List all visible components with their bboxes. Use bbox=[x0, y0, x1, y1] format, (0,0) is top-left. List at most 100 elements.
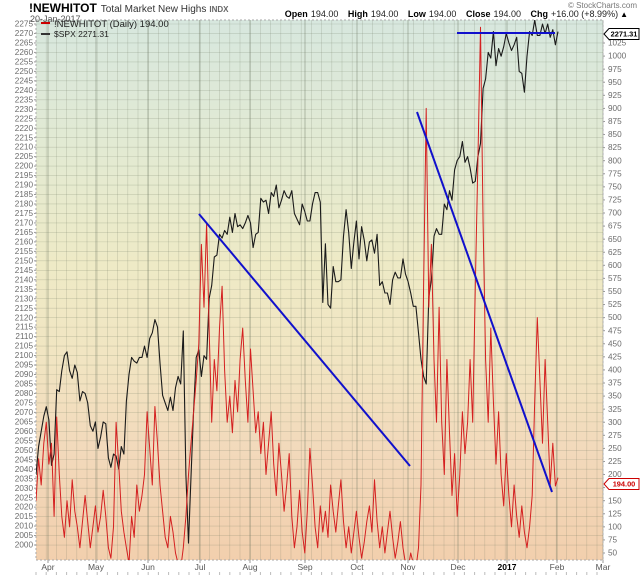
svg-text:1000: 1000 bbox=[608, 52, 627, 61]
left-axis-labels: 2275227022652260225522502245224022352230… bbox=[15, 20, 36, 550]
legend-item-newhitot: !NEWHITOT (Daily) 194.00 bbox=[41, 19, 169, 30]
svg-text:2017: 2017 bbox=[498, 562, 517, 572]
svg-text:2200: 2200 bbox=[15, 162, 34, 171]
svg-text:150: 150 bbox=[608, 496, 622, 505]
svg-text:1025: 1025 bbox=[608, 39, 627, 48]
svg-text:2205: 2205 bbox=[15, 152, 34, 161]
close-value: 194.00 bbox=[493, 9, 521, 19]
price-tag-newhitot: 194.00 bbox=[603, 478, 640, 490]
svg-text:2135: 2135 bbox=[15, 285, 34, 294]
svg-text:750: 750 bbox=[608, 182, 622, 191]
svg-text:2240: 2240 bbox=[15, 86, 34, 95]
svg-text:2180: 2180 bbox=[15, 200, 34, 209]
svg-text:325: 325 bbox=[608, 405, 622, 414]
svg-text:275: 275 bbox=[608, 431, 622, 440]
svg-text:2230: 2230 bbox=[15, 105, 34, 114]
svg-text:2260: 2260 bbox=[15, 48, 34, 57]
plot-border bbox=[35, 19, 604, 561]
svg-text:300: 300 bbox=[608, 418, 622, 427]
svg-text:75: 75 bbox=[608, 536, 618, 545]
close-label: Close bbox=[465, 9, 491, 19]
svg-text:850: 850 bbox=[608, 130, 622, 139]
svg-text:2095: 2095 bbox=[15, 361, 34, 370]
legend-label-spx: $SPX 2271.31 bbox=[54, 29, 109, 39]
svg-text:2275: 2275 bbox=[15, 20, 34, 29]
plot-background bbox=[36, 20, 603, 560]
svg-text:875: 875 bbox=[608, 117, 622, 126]
ohlc-summary-row: Open 194.00 High 194.00 Low 194.00 Close 194… bbox=[278, 9, 628, 19]
svg-text:2075: 2075 bbox=[15, 399, 34, 408]
svg-text:Nov: Nov bbox=[400, 562, 416, 572]
svg-text:2220: 2220 bbox=[15, 124, 34, 133]
svg-text:2250: 2250 bbox=[15, 67, 34, 76]
svg-text:Feb: Feb bbox=[550, 562, 565, 572]
svg-text:2235: 2235 bbox=[15, 95, 34, 104]
svg-text:2255: 2255 bbox=[15, 57, 34, 66]
svg-text:2115: 2115 bbox=[15, 323, 33, 332]
series-line-spx bbox=[36, 20, 559, 544]
legend-swatch-spx-icon bbox=[41, 32, 50, 35]
svg-text:525: 525 bbox=[608, 300, 622, 309]
svg-text:2165: 2165 bbox=[15, 228, 34, 237]
svg-text:2175: 2175 bbox=[15, 209, 34, 218]
symbol-exchange: INDX bbox=[209, 5, 229, 14]
svg-text:2100: 2100 bbox=[15, 351, 34, 360]
svg-text:900: 900 bbox=[608, 104, 622, 113]
svg-text:2185: 2185 bbox=[15, 190, 34, 199]
trendlines bbox=[198, 32, 555, 493]
high-value: 194.00 bbox=[370, 9, 399, 19]
copyright-text: © StockCharts.com bbox=[567, 1, 637, 10]
svg-text:2110: 2110 bbox=[15, 332, 33, 341]
svg-text:2155: 2155 bbox=[15, 247, 34, 256]
svg-text:Sep: Sep bbox=[297, 562, 312, 572]
svg-text:2050: 2050 bbox=[15, 446, 34, 455]
gridlines bbox=[36, 20, 604, 560]
svg-text:2070: 2070 bbox=[15, 408, 34, 417]
svg-text:2055: 2055 bbox=[15, 436, 34, 445]
chart-date: 20-Jan-2017 bbox=[30, 14, 81, 24]
svg-text:2035: 2035 bbox=[15, 474, 34, 483]
low-value: 194.00 bbox=[428, 9, 457, 19]
svg-text:2270: 2270 bbox=[15, 29, 34, 38]
svg-text:2005: 2005 bbox=[15, 531, 34, 540]
svg-text:2130: 2130 bbox=[15, 294, 34, 303]
svg-text:625: 625 bbox=[608, 248, 622, 257]
svg-text:2080: 2080 bbox=[15, 389, 34, 398]
chg-value: +16.00 (+8.99%) bbox=[551, 9, 619, 19]
high-label: High bbox=[347, 9, 368, 19]
svg-text:2145: 2145 bbox=[15, 266, 34, 275]
svg-text:200: 200 bbox=[608, 470, 622, 479]
svg-text:Aug: Aug bbox=[242, 562, 257, 572]
svg-text:550: 550 bbox=[608, 287, 622, 296]
svg-text:2105: 2105 bbox=[15, 342, 34, 351]
svg-text:975: 975 bbox=[608, 65, 622, 74]
svg-text:2000: 2000 bbox=[15, 541, 34, 550]
svg-text:2120: 2120 bbox=[15, 313, 34, 322]
symbol-fullname: Total Market New Highs bbox=[100, 4, 207, 15]
svg-text:2215: 2215 bbox=[15, 133, 34, 142]
svg-text:2225: 2225 bbox=[15, 114, 34, 123]
svg-text:475: 475 bbox=[608, 326, 622, 335]
chg-label: Chg bbox=[530, 9, 549, 19]
symbol-title: !NEWHITOT Total Market New Highs INDX bbox=[29, 1, 229, 15]
svg-text:2085: 2085 bbox=[15, 380, 34, 389]
trendline-1 bbox=[198, 213, 411, 467]
svg-text:2150: 2150 bbox=[15, 256, 34, 265]
chg-up-arrow-icon: ▲ bbox=[620, 10, 628, 19]
svg-text:700: 700 bbox=[608, 209, 622, 218]
trendline-2 bbox=[416, 111, 553, 493]
svg-text:Jun: Jun bbox=[141, 562, 155, 572]
svg-text:825: 825 bbox=[608, 143, 622, 152]
svg-text:May: May bbox=[88, 562, 105, 572]
svg-text:925: 925 bbox=[608, 91, 622, 100]
svg-text:Jul: Jul bbox=[195, 562, 206, 572]
svg-text:400: 400 bbox=[608, 366, 622, 375]
svg-text:725: 725 bbox=[608, 196, 622, 205]
month-axis-labels: Apr May Jun Jul Aug Sep Oct Nov Dec 2017 Feb Mar bbox=[35, 560, 610, 575]
svg-text:650: 650 bbox=[608, 235, 622, 244]
low-label: Low bbox=[407, 9, 426, 19]
svg-text:194.00: 194.00 bbox=[613, 480, 636, 489]
svg-text:350: 350 bbox=[608, 392, 622, 401]
